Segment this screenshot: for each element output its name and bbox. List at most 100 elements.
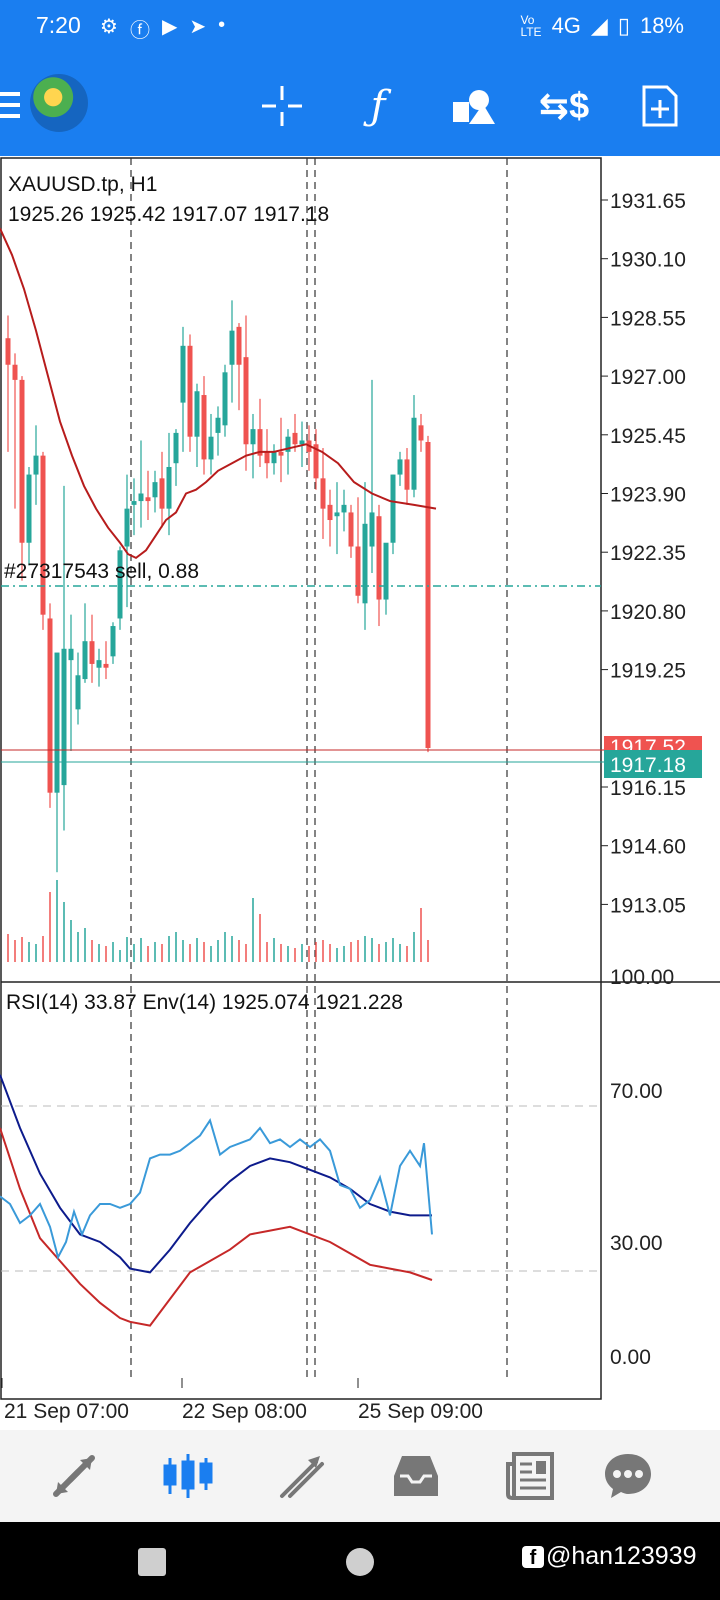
candle-body (243, 357, 249, 445)
system-navigation: f @han123939 (0, 1522, 720, 1600)
new-order-button[interactable] (630, 76, 690, 136)
price-tick-label: 1928.55 (610, 307, 686, 330)
battery-level: 18% (639, 13, 684, 38)
rsi-axis: 100.00 70.00 30.00 0.00 (610, 966, 674, 1369)
candle-body (96, 660, 102, 668)
rsi-tick-label: 0.00 (610, 1346, 651, 1369)
candle-body (61, 648, 67, 786)
candle-body (54, 652, 60, 793)
candle-body (348, 512, 354, 547)
candle-body (131, 501, 137, 505)
candle-body (418, 425, 424, 441)
rsi-tick-label: 100.00 (610, 966, 674, 989)
candle-body (33, 455, 39, 475)
price-tick-label: 1927.00 (610, 366, 686, 389)
crosshair-icon (262, 86, 302, 126)
candle-body (404, 459, 410, 490)
candle-body (278, 451, 284, 456)
home-button[interactable] (346, 1548, 374, 1576)
candle-body (12, 364, 18, 380)
candle-body (194, 391, 200, 437)
signal-icon: ◢ (590, 13, 608, 38)
bottom-navigation (0, 1430, 720, 1522)
candle-body (152, 482, 158, 498)
crosshair-button[interactable] (252, 76, 312, 136)
candle-body (26, 474, 32, 543)
inbox-icon (394, 1456, 438, 1496)
candle-body (89, 641, 95, 664)
nav-chart[interactable] (156, 1444, 220, 1508)
time-label: 22 Sep 08:00 (182, 1400, 307, 1423)
new-document-icon (642, 85, 678, 127)
watermark: f @han123939 (522, 1542, 697, 1571)
nav-messages[interactable] (384, 1444, 448, 1508)
trade-icon (53, 1455, 95, 1497)
candle-body (40, 455, 46, 615)
status-notification-icons: ⚙ ⓕ ▶ ➤ • (100, 14, 225, 43)
status-right: Vo LTE 4G ◢ ▯ 18% (520, 13, 684, 39)
price-tick-label: 1930.10 (610, 249, 686, 272)
price-tick-label: 1919.25 (610, 660, 686, 683)
candle-body (145, 497, 151, 502)
price-tick-label: 1914.60 (610, 836, 686, 859)
candle-body (180, 345, 186, 403)
nav-news[interactable] (498, 1444, 562, 1508)
candle-body (103, 663, 109, 668)
price-tick-label: 1925.45 (610, 425, 686, 448)
rsi-tick-label: 70.00 (610, 1080, 663, 1103)
trade-button[interactable]: ⇆$ (534, 76, 594, 136)
objects-button[interactable] (444, 76, 504, 136)
volte-icon: Vo LTE (520, 13, 542, 39)
candle-body (159, 478, 165, 509)
nav-chat[interactable] (596, 1444, 660, 1508)
candle-body (327, 504, 333, 521)
indicators-button[interactable]: ƒ (348, 76, 408, 136)
app-logo (30, 74, 88, 132)
history-icon (280, 1456, 324, 1498)
candle-body (299, 440, 305, 445)
time-label: 21 Sep 07:00 (4, 1400, 129, 1423)
price-tick-label: 1922.35 (610, 542, 686, 565)
candle-body (320, 478, 326, 509)
dollar-exchange-icon: ⇆$ (538, 85, 590, 126)
envelope-upper-line (0, 1074, 432, 1274)
telegram-icon: ➤ (189, 16, 207, 38)
price-tick-label: 1920.80 (610, 601, 686, 624)
candle-body (376, 516, 382, 600)
candle-body (201, 395, 207, 460)
nav-quotes[interactable] (42, 1444, 106, 1508)
facebook-icon: f (522, 1545, 544, 1569)
chart-area[interactable]: #27317543 sell, 0.88 XAUUSD.tp, H1 1925.… (0, 156, 720, 1430)
menu-icon[interactable] (0, 92, 20, 122)
candle-body (334, 512, 340, 517)
ask-price: 1917.18 (610, 754, 686, 777)
moving-average-line (0, 227, 437, 560)
candle-body (173, 432, 179, 464)
candle-body (411, 417, 417, 490)
order-label: #27317543 sell, 0.88 (4, 560, 199, 583)
candle-body (264, 451, 270, 464)
recents-button[interactable] (138, 1548, 166, 1576)
volume-bars (7, 880, 429, 962)
price-axis: 1931.65 1930.10 1928.55 1927.00 1925.45 1923.… (601, 190, 686, 917)
nav-trade[interactable] (270, 1444, 334, 1508)
candle-body (285, 436, 291, 452)
candle-body (236, 326, 242, 365)
watermark-text: @han123939 (546, 1542, 697, 1570)
candle-body (229, 330, 235, 365)
dot-icon: • (218, 14, 226, 36)
status-time: 7:20 (36, 12, 81, 38)
candle-body (369, 512, 375, 547)
candle-body (47, 618, 53, 793)
battery-icon: ▯ (617, 13, 630, 38)
candle-body (271, 451, 277, 464)
candle-body (257, 429, 263, 456)
status-bar: 7:20 ⚙ ⓕ ▶ ➤ • Vo LTE 4G ◢ ▯ 18% (0, 0, 720, 54)
candle-body (5, 338, 11, 365)
chat-icon (605, 1454, 651, 1498)
candle-body (117, 550, 123, 619)
chart-canvas[interactable]: #27317543 sell, 0.88 XAUUSD.tp, H1 1925.… (0, 156, 720, 1430)
candle-body (19, 379, 25, 543)
ask-price-tag (604, 750, 702, 778)
candle-body (82, 641, 88, 680)
